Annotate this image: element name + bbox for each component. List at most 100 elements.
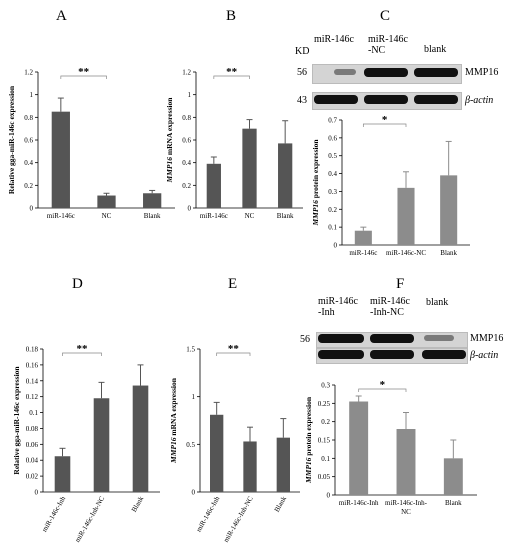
chart-b: 0 0.2 0.4 0.6 0.8 1 1.2 MMP16 mRNA expression mi…: [165, 66, 303, 220]
chart-b-ytick-label: 0.8: [182, 114, 191, 122]
blot-c-actin-band-2: [364, 95, 408, 104]
chart-f-bar: [396, 429, 416, 495]
chart-b-bar: [278, 143, 293, 208]
panel-letter-c: C: [380, 8, 391, 24]
chart-e-xtick-label: miR-146c-Inh: [195, 495, 222, 534]
blot-c-row-label-mmp16: MMP16: [465, 67, 499, 78]
blot-f-lane-1: miR-146c -Inh: [318, 296, 358, 318]
blot-c-row-label-actin: β-actin: [465, 95, 494, 106]
chart-d-xtick-label: Blank: [130, 495, 146, 514]
chart-c-xtick-label: Blank: [440, 249, 457, 257]
chart-d-bar: [54, 456, 71, 492]
chart-c-ytick-label: 0.2: [328, 206, 337, 214]
chart-a-ylabel: Relative gga-miR-146c expression: [7, 85, 16, 194]
chart-b-xtick-label: miR-146c: [200, 212, 228, 220]
chart-d-ytick-label: 0.04: [26, 457, 39, 465]
chart-c-ytick-label: 0.7: [328, 117, 337, 125]
chart-d: 0 0.02 0.04 0.06 0.08 0.1 0.12 0.14 0.16 0.18 Rela…: [12, 343, 160, 544]
chart-e-significance-label: **: [228, 343, 240, 355]
blot-c-lane-3: blank: [424, 44, 447, 55]
chart-a-ytick-label: 1.2: [24, 69, 33, 77]
panel-letter-f: F: [396, 276, 405, 292]
chart-b-significance-label: **: [226, 66, 238, 78]
chart-f-xtick-label: Blank: [445, 499, 462, 507]
chart-f-xtick-label: miR-146c-Inh: [339, 499, 379, 507]
blot-c-actin-band-3: [414, 95, 458, 104]
chart-b-ytick-label: 0: [188, 205, 192, 213]
chart-c-ylabel: MMP16 protein expression: [311, 139, 320, 227]
chart-c-significance-bracket: [362, 123, 407, 127]
chart-a-ytick-label: 1: [30, 91, 34, 99]
chart-f: 0 0.05 0.1 0.15 0.2 0.25 0.3 MMP16 protein expr…: [304, 379, 477, 516]
chart-f-ytick-label: 0.15: [318, 437, 331, 445]
chart-d-ytick-label: 0.1: [29, 409, 38, 417]
chart-a-bar: [143, 193, 162, 208]
chart-d-significance-label: **: [77, 343, 89, 355]
chart-d-ytick-label: 0.06: [26, 441, 39, 449]
chart-a-bar: [51, 111, 70, 208]
chart-c-ytick-label: 0.3: [328, 188, 337, 196]
chart-d-ytick-label: 0.16: [26, 361, 39, 369]
chart-b-ylabel: MMP16 mRNA expression: [165, 97, 174, 184]
chart-a-ytick-label: 0.8: [24, 114, 33, 122]
chart-c-significance-label: *: [382, 114, 388, 126]
chart-c-bar: [354, 230, 372, 245]
chart-d-ylabel: Relative gga-miR-146c expression: [12, 366, 21, 475]
kd-label: KD: [295, 46, 310, 57]
blot-c-lane-1: miR-146c: [314, 34, 354, 45]
chart-c-ytick-label: 0: [334, 242, 338, 250]
chart-d-significance-bracket: [62, 352, 102, 356]
chart-b-xtick-label: Blank: [277, 212, 294, 220]
blot-c-mmp16-band-1: [334, 69, 356, 75]
blot-c-marker-43: 43: [297, 95, 307, 106]
panel-letter-d: D: [72, 276, 83, 292]
chart-e-significance-bracket: [216, 352, 251, 356]
chart-c-bar: [440, 175, 458, 245]
chart-f-bar: [443, 458, 463, 495]
chart-f-bar: [349, 401, 369, 495]
chart-e-xtick-label: Blank: [273, 495, 289, 514]
chart-b-significance-bracket: [213, 75, 250, 79]
chart-a-significance-bracket: [60, 75, 107, 79]
chart-e: 0 0.5 1 1.5 MMP16 mRNA expression miR-146c-In…: [169, 343, 300, 544]
chart-c-ytick-label: 0.1: [328, 224, 337, 232]
blot-c-mmp16-band-3: [414, 68, 458, 77]
chart-c-bar: [397, 187, 415, 245]
chart-d-bar: [93, 398, 110, 492]
panel-letter-e: E: [228, 276, 238, 292]
chart-d-ytick-label: 0.08: [26, 425, 39, 433]
chart-f-ytick-label: 0.05: [318, 473, 331, 481]
chart-b-ytick-label: 0.4: [182, 159, 191, 167]
chart-d-ytick-label: 0.14: [26, 377, 39, 385]
chart-f-ytick-label: 0.1: [321, 455, 330, 463]
chart-e-ytick-label: 1: [192, 393, 196, 401]
chart-f-significance-bracket: [358, 388, 407, 392]
chart-b-bar: [206, 163, 221, 208]
blot-f-lane-2: miR-146c -Inh-NC: [370, 296, 410, 318]
chart-a-bar: [97, 195, 116, 208]
chart-b-ytick-label: 1: [188, 91, 192, 99]
chart-f-ytick-label: 0.25: [318, 400, 331, 408]
chart-d-xtick-label: miR-146c-Inh: [40, 495, 67, 534]
chart-a-ytick-label: 0.2: [24, 182, 33, 190]
chart-a-significance-label: **: [78, 66, 90, 78]
chart-d-xtick-label: miR-146c-Inh-NC: [73, 495, 106, 544]
chart-b-ytick-label: 1.2: [182, 69, 191, 77]
chart-d-ytick-label: 0.12: [26, 393, 39, 401]
chart-c-xtick-label: miR-146c-NC: [386, 249, 426, 257]
chart-d-ytick-label: 0.02: [26, 473, 39, 481]
blot-c-marker-56: 56: [297, 67, 307, 78]
chart-c-xtick-label: miR-146c: [349, 249, 377, 257]
chart-e-ylabel: MMP16 mRNA expression: [169, 377, 178, 464]
chart-a: 0 0.2 0.4 0.6 0.8 1 1.2 Relative gga-miR-146c e…: [7, 66, 175, 220]
panel-letter-b: B: [226, 8, 237, 24]
chart-e-xtick-label: miR-146c-Inh-NC: [222, 495, 255, 544]
chart-d-ytick-label: 0.18: [26, 346, 39, 354]
chart-c-ytick-label: 0.5: [328, 152, 337, 160]
blot-f-mmp16-band-1: [318, 334, 364, 343]
blot-f-mmp16-band-2: [370, 334, 414, 343]
blot-f-row-label-actin: β-actin: [470, 350, 499, 361]
chart-b-xtick-label: NC: [245, 212, 255, 220]
blot-c-lane-2: miR-146c -NC: [368, 34, 408, 56]
chart-e-bar: [276, 437, 290, 492]
